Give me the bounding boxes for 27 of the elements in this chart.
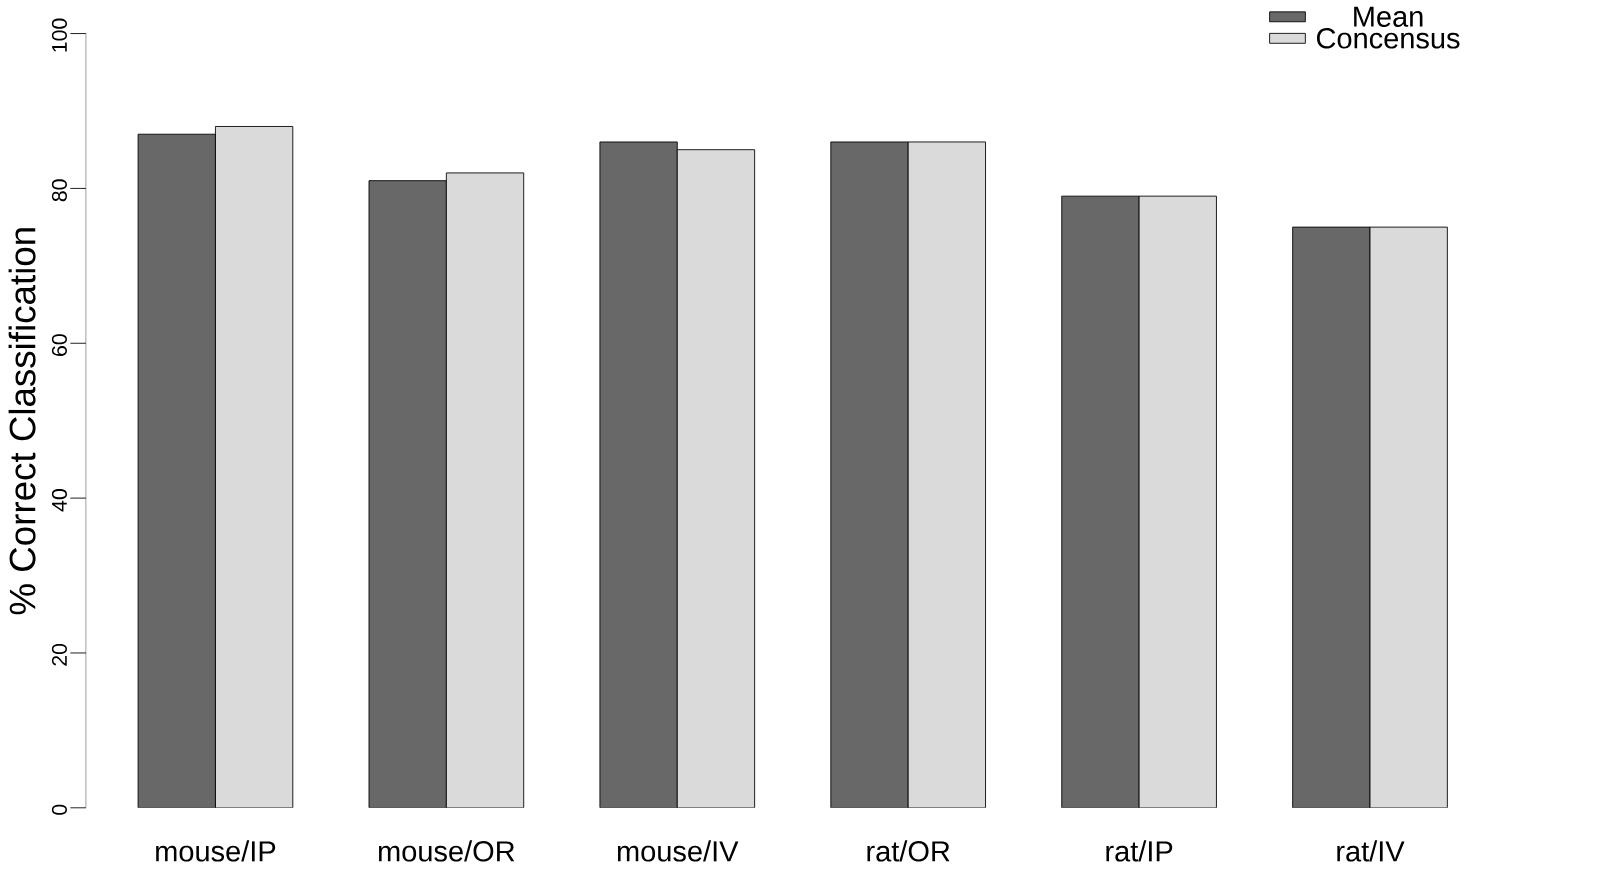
x-tick-label: mouse/IP (156, 840, 276, 862)
bar (1138, 195, 1217, 808)
y-tick-label: 40 (51, 489, 67, 512)
bar (215, 126, 294, 808)
x-tick-label: rat/OR (867, 840, 950, 862)
y-tick-label: 80 (51, 179, 67, 202)
y-tick-label: 20 (51, 643, 67, 666)
bar (1292, 226, 1371, 808)
bar (830, 141, 909, 808)
bar (907, 141, 986, 808)
bar (137, 133, 216, 808)
y-tick-label: 100 (51, 18, 67, 52)
x-tick-label: rat/IP (1106, 840, 1173, 862)
y-tick-label: 0 (51, 804, 67, 815)
x-tick-label: mouse/OR (378, 840, 515, 862)
bar (446, 172, 524, 808)
bar (599, 141, 678, 808)
bar (1061, 195, 1140, 808)
bar (1369, 226, 1448, 808)
x-tick-label: rat/IV (1337, 840, 1405, 862)
bar (676, 149, 756, 808)
legend-label: Concensus (1316, 28, 1460, 49)
legend-label: Mean (1354, 6, 1423, 27)
x-tick-label: mouse/IV (617, 840, 739, 862)
y-tick-label: 60 (51, 334, 67, 356)
y-axis-title: % Correct Classification (8, 228, 36, 615)
bar (369, 180, 447, 808)
